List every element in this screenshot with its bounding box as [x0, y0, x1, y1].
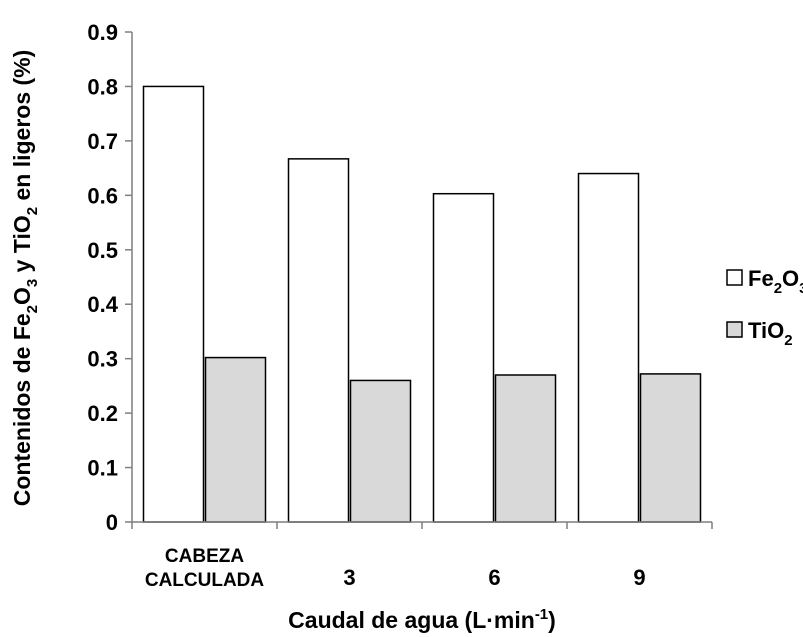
bar-series2-cat1	[204, 356, 267, 523]
y-tick-label: 0.9	[87, 20, 118, 45]
x-tick-label: 6	[488, 565, 500, 590]
bar-series1-cat4	[577, 172, 640, 523]
legend-label: Fe2O3	[748, 266, 803, 297]
y-tick-label: 0.8	[87, 74, 118, 99]
legend-label: TiO2	[748, 318, 793, 349]
y-axis-title: Contenidos de Fe2O3 y TiO2 en ligeros (%…	[9, 50, 41, 507]
y-tick-label: 0	[106, 510, 118, 535]
y-tick-label: 0.1	[87, 456, 118, 481]
x-axis-title: Caudal de agua (L·min-1)	[288, 606, 556, 633]
y-tick-label: 0.2	[87, 401, 118, 426]
bar-series2-cat2	[349, 379, 412, 523]
x-tick-label: 3	[343, 565, 355, 590]
bar-series2-cat3	[494, 374, 557, 523]
y-tick-label: 0.6	[87, 183, 118, 208]
y-tick-label: 0.4	[87, 292, 118, 317]
legend-swatch	[726, 321, 743, 338]
y-tick-label: 0.3	[87, 347, 118, 372]
x-tick-label: CABEZA CALCULADA	[145, 546, 265, 591]
y-tick-label: 0.7	[87, 129, 118, 154]
bar-series1-cat2	[287, 158, 350, 523]
bar-series1-cat3	[432, 192, 495, 523]
y-tick-label: 0.5	[87, 238, 118, 263]
bar-series1-cat1	[142, 85, 205, 523]
legend-swatch	[726, 269, 743, 286]
x-tick-label: 9	[633, 565, 645, 590]
bar-series2-cat4	[639, 373, 702, 523]
